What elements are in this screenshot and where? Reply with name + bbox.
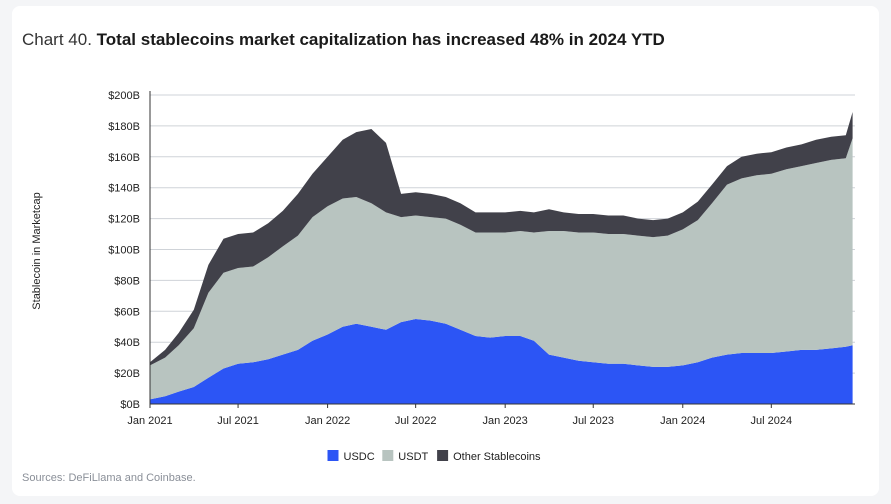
legend-label-usdt: USDT <box>398 451 428 463</box>
legend: USDC USDT Other Stablecoins <box>327 450 541 463</box>
x-tick-label: Jan 2021 <box>127 415 172 427</box>
source-note: Sources: DeFiLlama and Coinbase. <box>22 472 196 484</box>
area-usdt <box>150 138 853 400</box>
y-tick-label: $60B <box>114 306 140 318</box>
axes <box>149 91 855 405</box>
chart-title: Chart 40. Total stablecoins market capit… <box>22 30 665 50</box>
y-tick-label: $200B <box>108 90 140 102</box>
x-tick-label: Jan 2023 <box>483 415 528 427</box>
chart-title-prefix: Chart 40. <box>22 30 92 49</box>
chart-title-main: Total stablecoins market capitalization … <box>96 30 665 49</box>
x-tick-label: Jul 2023 <box>572 415 614 427</box>
y-tick-label: $80B <box>114 275 140 287</box>
legend-label-other-stablecoins: Other Stablecoins <box>453 451 541 463</box>
x-tick-label: Jan 2024 <box>660 415 705 427</box>
y-tick-label: $100B <box>108 245 140 257</box>
y-tick-labels: $0B $20B $40B $60B $80B $100B $120B $140B $160B $… <box>108 90 140 411</box>
area-usdc <box>150 319 853 404</box>
x-tick-label: Jul 2021 <box>217 415 259 427</box>
x-tick-label: Jan 2022 <box>305 415 350 427</box>
y-tick-label: $40B <box>114 337 140 349</box>
y-axis-label: Stablecoin in Marketcap <box>31 192 43 309</box>
y-tick-label: $20B <box>114 368 140 380</box>
y-tick-label: $180B <box>108 121 140 133</box>
legend-swatch-usdt <box>382 450 394 461</box>
y-tick-label: $120B <box>108 214 140 226</box>
x-tick-label: Jul 2024 <box>751 415 793 427</box>
y-tick-label: $0B <box>120 399 140 411</box>
area-series <box>150 112 853 404</box>
legend-label-usdc: USDC <box>344 451 375 463</box>
y-tick-label: $160B <box>108 152 140 164</box>
x-tick-label: Jul 2022 <box>395 415 437 427</box>
y-tick-label: $140B <box>108 183 140 195</box>
legend-swatch-other-stablecoins <box>437 450 449 461</box>
legend-swatch-usdc <box>327 450 339 461</box>
area-other-stablecoins <box>150 112 853 366</box>
x-tick-labels: Jan 2021 Jul 2021 Jan 2022 Jul 2022 Jan 2023… <box>127 404 792 427</box>
